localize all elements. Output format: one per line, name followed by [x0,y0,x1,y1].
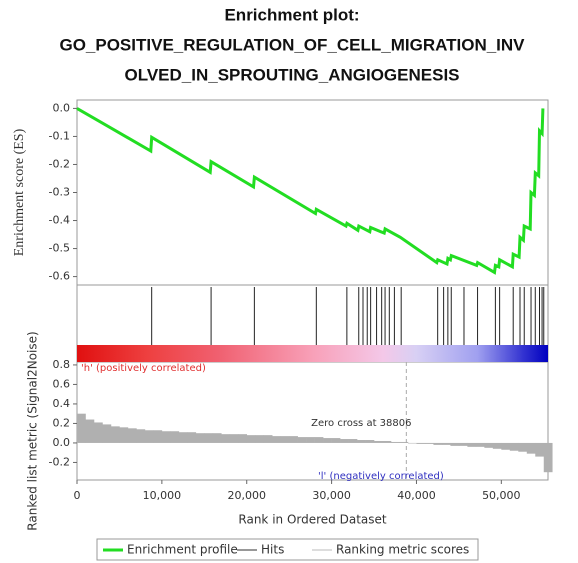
y-tick-label: -0.4 [49,214,70,227]
metric-bar [382,440,392,443]
y-tick-label: -0.5 [49,242,70,255]
metric-bar [170,431,180,443]
legend-label: Ranking metric scores [336,543,469,557]
x-tick-label: 40,000 [397,489,436,502]
metric-bar [77,413,86,443]
metric-bar [340,439,349,443]
metric-bar [238,434,248,443]
chart-title: OLVED_IN_SPROUTING_ANGIOGENESIS [124,65,459,84]
metric-bar [280,436,290,443]
metric-bar [212,433,222,443]
metric-bar [127,428,137,443]
metric-bar [424,442,434,444]
metric-bar [229,434,239,443]
metric-bar [144,430,154,443]
metric-bar [323,438,332,443]
metric-bar [221,434,231,443]
y-tick-label: 0.0 [53,101,71,114]
metric-bar [161,431,171,443]
plot-frame [76,99,549,481]
metric-bar [399,441,409,443]
x-tick-label: 50,000 [482,489,521,502]
metric-bar [246,435,256,443]
metric-bar [306,437,315,443]
metric-bar [391,441,400,443]
y-tick-label: 0.2 [53,416,71,429]
metric-bar [136,429,146,443]
metric-bar [187,432,197,443]
y-tick-label: -0.2 [49,455,70,468]
metric-bar [501,442,511,450]
metric-bar [441,442,451,445]
metric-bar [204,433,214,443]
metric-bar [357,440,366,443]
metric-bar [509,442,519,451]
y-tick-label: 0.6 [53,377,71,390]
metric-bar [374,440,383,443]
metric-bar [289,436,298,443]
y-axis-title: Enrichment score (ES) [12,128,27,256]
metric-bar [543,442,553,473]
metric-bar [407,442,417,444]
metric-bar [263,435,273,443]
metric-bar [93,422,103,443]
metric-bar [450,442,460,446]
metric-bar [492,442,502,449]
chart-title: Enrichment plot: [224,5,359,24]
metric-bar [365,440,375,443]
metric-bar [297,437,307,443]
legend-label: Enrichment profile [127,543,238,557]
x-axis-title: Rank in Ordered Dataset [238,513,386,527]
y-tick-label: -0.6 [49,270,70,283]
metric-bar [416,442,426,444]
y-tick-label: -0.3 [49,186,70,199]
metric-bar [535,442,545,457]
metric-bar [331,438,341,443]
x-tick-label: 10,000 [143,489,182,502]
metric-bar [348,439,358,443]
x-tick-label: 0 [74,489,81,502]
metric-bar [467,442,477,447]
metric-bar [518,442,528,452]
metric-bar [458,442,468,446]
metric-bar [102,424,112,443]
rank-color-bar [77,345,548,362]
metric-bar [272,436,281,443]
y-tick-label: 0.4 [53,397,71,410]
metric-bar [314,437,324,443]
legend-label: Hits [261,543,284,557]
metric-bar [484,442,494,448]
metric-bar [433,442,443,445]
y-tick-label: -0.2 [49,157,70,170]
metric-bar [110,426,120,443]
es-line [76,107,545,275]
metric-bar [178,432,188,443]
legend-box [96,538,479,561]
zero-cross-label: Zero cross at 38806 [311,418,411,429]
metric-bar [119,427,129,443]
metric-bar [85,419,95,443]
annotation: 'h' (positively correlated) [81,363,206,374]
chart-title: GO_POSITIVE_REGULATION_OF_CELL_MIGRATION… [59,35,525,54]
metric-bar [475,442,485,447]
annotation: 'l' (negatively correlated) [318,471,444,482]
x-tick-label: 30,000 [312,489,351,502]
metric-bar [153,430,163,443]
y-tick-label: 0.0 [53,436,71,449]
metric-bar [526,442,536,454]
metric-bar [255,435,265,443]
y-tick-label: -0.1 [49,129,70,142]
metric-bar [195,433,205,443]
y-axis-title: Ranked list metric (Signal2Noise) [26,331,40,530]
y-tick-label: 0.8 [53,358,71,371]
x-tick-label: 20,000 [227,489,266,502]
